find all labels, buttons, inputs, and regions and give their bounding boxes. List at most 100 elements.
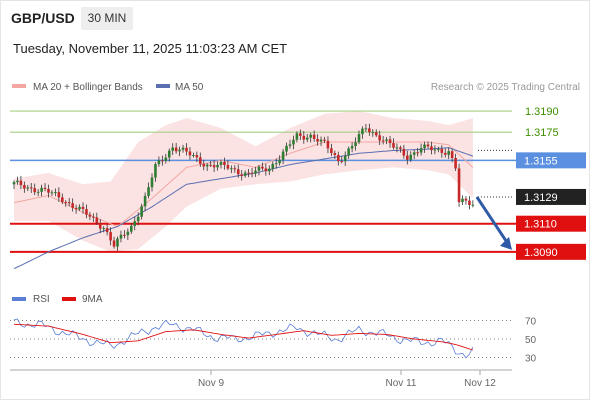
candle-body (154, 164, 157, 178)
candle-body (130, 225, 133, 232)
candle-body (23, 185, 26, 189)
candle-body (212, 165, 216, 168)
candle-body (299, 133, 302, 136)
candle-body (109, 232, 112, 241)
candle-body (385, 139, 388, 141)
candle-body (440, 148, 444, 153)
candle-body (226, 164, 230, 169)
timestamp: Tuesday, November 11, 2025 11:03:23 AM C… (13, 41, 288, 56)
candle-body (305, 137, 309, 140)
rsi-panel: 30 50 70 (10, 317, 537, 364)
candle-body (271, 163, 275, 169)
candle-body (309, 134, 312, 138)
candle-body (288, 144, 292, 146)
candle-body (88, 214, 92, 217)
ma50-legend-swatch (156, 84, 170, 88)
candle-body (112, 240, 116, 247)
candle-body (433, 149, 437, 151)
candle-body (126, 231, 130, 236)
candle-body (188, 151, 192, 156)
level-tag-1.3110 (516, 215, 586, 232)
candle-body (243, 172, 247, 176)
candle-body (123, 234, 126, 236)
candle-body (364, 128, 368, 130)
level-labels: 1.3190 1.3175 1.3155 1.3129 1.3110 1.3090 (516, 106, 586, 260)
candle-body (471, 204, 475, 206)
candle-body (216, 164, 219, 168)
candle-body (74, 207, 78, 210)
projection-arrow-shaft (475, 196, 510, 245)
ma50-line (13, 147, 474, 270)
candle-body (437, 148, 440, 150)
level-label-1.3129: 1.3129 (524, 192, 558, 204)
candle-body (67, 202, 71, 204)
rsi-ma9-line (13, 323, 474, 351)
candle-body (461, 198, 464, 203)
candle-body (33, 188, 36, 193)
candle-body (343, 155, 347, 162)
candle-body (171, 147, 174, 151)
candle-body (164, 157, 168, 161)
candle-body (98, 223, 102, 229)
candle-body (274, 163, 278, 165)
candle-body (292, 139, 295, 145)
candle-body (419, 148, 423, 153)
candle-body (202, 163, 206, 167)
candle-body (430, 146, 433, 151)
candle-body (350, 146, 354, 149)
candle-body (392, 143, 395, 148)
candle-body (319, 139, 323, 142)
candle-body (223, 161, 226, 165)
candle-body (19, 180, 23, 186)
candle-body (447, 151, 450, 155)
candle-body (29, 187, 33, 189)
candle-body (147, 187, 150, 196)
candle-body (116, 238, 119, 247)
candle-body (295, 133, 299, 140)
candle-body (281, 151, 285, 160)
candle-body (330, 148, 333, 154)
candle-body (95, 217, 99, 224)
candle-body (209, 164, 212, 166)
candle-body (205, 164, 209, 167)
candle-body (316, 138, 319, 142)
candle-body (43, 187, 47, 189)
candle-body (254, 170, 257, 174)
candle-body (302, 135, 306, 140)
timeframe-button[interactable]: 30 MIN (81, 7, 133, 30)
candle-body (285, 145, 288, 152)
candle-body (178, 149, 181, 152)
candle-body (181, 147, 185, 150)
candle-body (464, 198, 468, 201)
candle-body (416, 152, 419, 154)
candle-body (140, 206, 143, 217)
projection-arrow-head (500, 236, 512, 250)
candle-body (54, 192, 57, 194)
candle-body (236, 169, 240, 175)
candle-body (333, 153, 337, 156)
level-tag-1.3129 (516, 188, 586, 205)
level-label-1.3110: 1.3110 (524, 219, 557, 231)
candle-body (443, 152, 447, 155)
candle-body (47, 188, 50, 193)
time-tick-label: Nov 9 (198, 378, 225, 389)
candle-body (150, 177, 154, 188)
candle-body (264, 168, 268, 172)
candle-body (167, 150, 171, 158)
candle-body (26, 187, 30, 189)
level-tag-1.3155 (516, 152, 586, 169)
candle-body (192, 155, 195, 157)
rsi-tick-70: 70 (525, 317, 537, 328)
candle-body (257, 166, 261, 171)
candle-body (157, 160, 161, 165)
candle-body (278, 159, 281, 164)
candle-body (468, 200, 471, 206)
candle-body (347, 148, 350, 156)
candle-body (195, 155, 199, 158)
candle-body (354, 142, 357, 147)
candle-body (368, 128, 371, 133)
candle-body (233, 168, 237, 170)
candle-body (230, 168, 233, 170)
candle-body (119, 234, 123, 239)
candle-body (323, 139, 326, 141)
